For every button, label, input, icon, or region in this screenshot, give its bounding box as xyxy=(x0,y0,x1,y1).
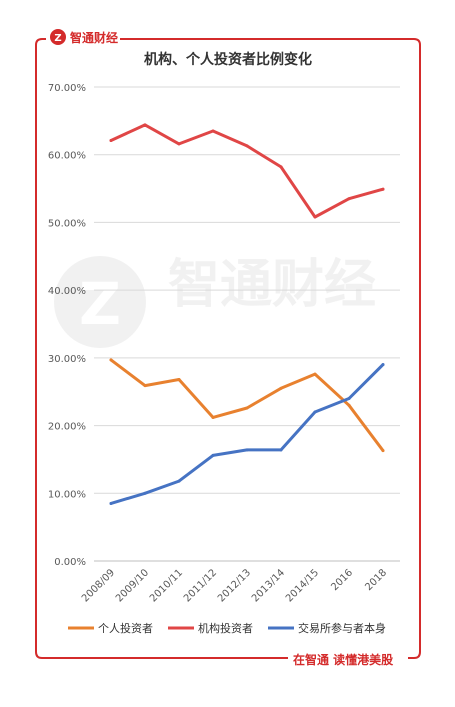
x-tick-label: 2018 xyxy=(363,567,389,593)
legend: 个人投资者 机构投资者 交易所参与者本身 xyxy=(68,621,386,635)
data-point xyxy=(313,372,317,376)
legend-label: 交易所参与者本身 xyxy=(298,621,386,635)
data-point xyxy=(109,138,113,142)
y-tick-label: 70.00% xyxy=(48,83,86,94)
x-axis: 2008/092009/102010/112011/122012/132013/… xyxy=(80,567,389,604)
data-point xyxy=(245,406,249,410)
data-point xyxy=(245,448,249,452)
data-point xyxy=(347,396,351,400)
data-point xyxy=(211,415,215,419)
data-point xyxy=(381,449,385,453)
legend-label: 机构投资者 xyxy=(198,621,253,635)
legend-label: 个人投资者 xyxy=(98,621,153,635)
data-point xyxy=(143,491,147,495)
logo-icon-glyph: Z xyxy=(54,33,61,44)
logo-icon xyxy=(50,29,66,45)
data-point xyxy=(143,384,147,388)
data-point xyxy=(313,215,317,219)
watermark-logo-icon xyxy=(54,256,146,348)
data-point xyxy=(109,501,113,505)
data-point xyxy=(109,358,113,362)
y-tick-label: 0.00% xyxy=(54,557,86,568)
data-point xyxy=(177,378,181,382)
data-point xyxy=(245,144,249,148)
data-point xyxy=(313,410,317,414)
x-tick-label: 2013/14 xyxy=(250,567,287,604)
logo-text: 智通财经 xyxy=(69,30,118,45)
x-tick-label: 2011/12 xyxy=(182,567,219,604)
footer-slogan: 在智通 读懂港美股 xyxy=(293,652,394,667)
x-tick-label: 2009/10 xyxy=(114,567,151,604)
data-point xyxy=(347,403,351,407)
y-tick-label: 10.00% xyxy=(48,489,86,500)
series-lines xyxy=(109,123,385,505)
data-point xyxy=(279,386,283,390)
watermark: Z 智通财经 xyxy=(54,255,376,348)
x-tick-label: 2008/09 xyxy=(80,567,117,604)
data-point xyxy=(211,453,215,457)
logo: Z 智通财经 xyxy=(50,29,118,45)
watermark-logo-glyph: Z xyxy=(79,270,121,338)
series-line xyxy=(109,358,385,453)
y-axis: 0.00% 10.00% 20.00% 30.00% 40.00% 50.00% 60.00… xyxy=(48,83,86,568)
data-point xyxy=(177,142,181,146)
chart-title: 机构、个人投资者比例变化 xyxy=(144,51,312,68)
data-point xyxy=(177,479,181,483)
watermark-text: 智通财经 xyxy=(168,255,376,315)
card-frame xyxy=(35,38,421,659)
data-point xyxy=(381,187,385,191)
x-tick-label: 2016 xyxy=(329,567,355,593)
y-tick-label: 50.00% xyxy=(48,218,86,229)
y-tick-label: 20.00% xyxy=(48,422,86,433)
x-tick-label: 2014/15 xyxy=(284,567,321,604)
data-point xyxy=(347,197,351,201)
y-tick-label: 60.00% xyxy=(48,151,86,162)
x-tick-label: 2012/13 xyxy=(216,567,253,604)
x-tick-label: 2010/11 xyxy=(148,567,185,604)
data-point xyxy=(381,363,385,367)
y-tick-label: 40.00% xyxy=(48,286,86,297)
data-point xyxy=(279,165,283,169)
y-tick-label: 30.00% xyxy=(48,354,86,365)
data-point xyxy=(143,123,147,127)
data-point xyxy=(279,448,283,452)
data-point xyxy=(211,129,215,133)
series-line xyxy=(109,123,385,219)
